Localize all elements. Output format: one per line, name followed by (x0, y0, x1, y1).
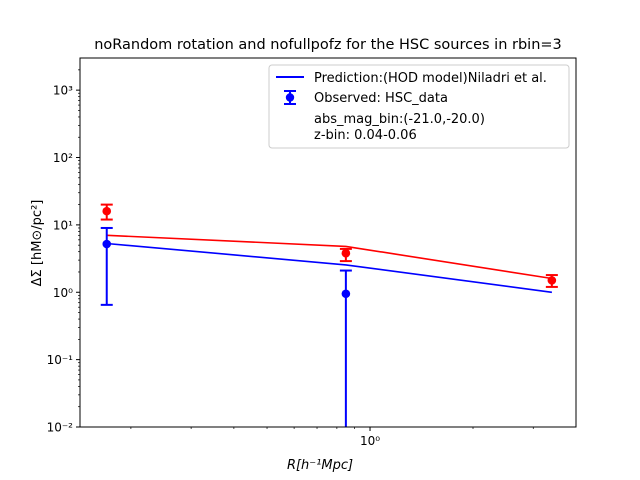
y-tick-label-4: 10² (53, 151, 73, 165)
data-point-1-2 (547, 276, 557, 285)
x-tick-label-0: 10⁰ (360, 434, 380, 448)
x-axis-label: R[h⁻¹Mpc] (287, 458, 353, 473)
axis-ticks: 10⁻² 10⁻¹ 10⁰ 10¹ 10² 10³ 10⁰ (47, 69, 534, 448)
plot-frame (79, 57, 577, 428)
y-tick-label-3: 10¹ (53, 218, 73, 232)
legend-box (268, 64, 570, 149)
data-point-0-1 (341, 289, 351, 299)
series-line-0 (106, 242, 553, 294)
chart-title: noRandom rotation and nofullpofz for the… (94, 37, 562, 53)
legend-entry-prediction: Prediction:(HOD model)Niladri et al. (314, 71, 547, 86)
legend-entry-mag-bin: abs_mag_bin:(-21.0,-20.0) (314, 112, 485, 127)
legend-entry-observed: Observed: HSC_data (314, 91, 448, 106)
data-point-1-1 (341, 248, 351, 258)
data-marks (100, 203, 558, 427)
y-tick-label-0: 10⁻² (47, 421, 74, 435)
series-line-1 (106, 234, 553, 280)
data-point-0-0 (102, 239, 112, 249)
y-tick-label-5: 10³ (53, 84, 73, 98)
y-tick-label-1: 10⁻¹ (47, 353, 74, 367)
legend-entry-z-bin: z-bin: 0.04-0.06 (314, 128, 417, 143)
legend: Prediction:(HOD model)Niladri et al. Obs… (268, 64, 570, 149)
legend-errorbar-swatch (284, 90, 296, 105)
y-axis-label: ΔΣ [hM⊙/pc²] (30, 200, 45, 287)
data-point-1-0 (102, 206, 112, 216)
y-tick-label-2: 10⁰ (53, 286, 73, 300)
